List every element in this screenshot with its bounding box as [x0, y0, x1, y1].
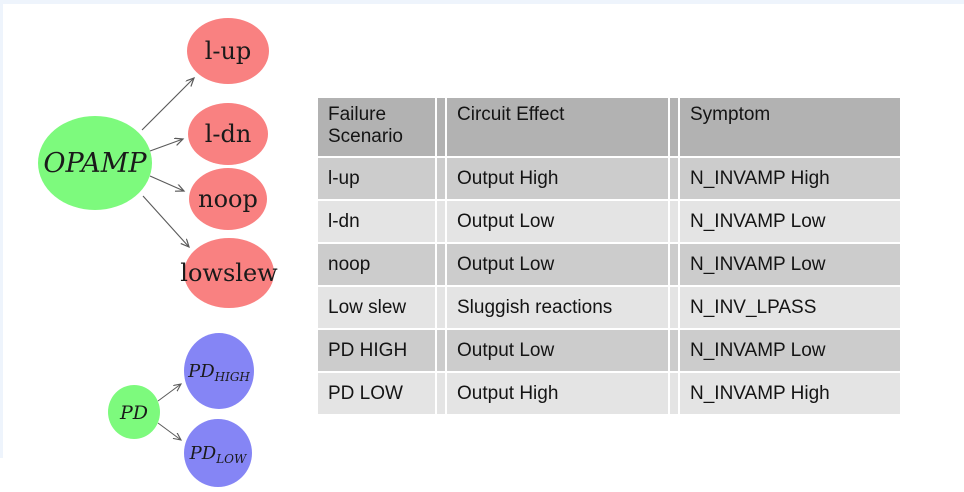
node-pd-low-label: PDLOW [189, 443, 248, 466]
top-edge-strip [0, 0, 964, 4]
node-pd-high [184, 333, 254, 409]
failure-scenario-table: Failure Scenario Circuit Effect Symptom … [316, 96, 902, 416]
table-row: l-dn Output Low N_INVAMP Low [318, 201, 900, 242]
node-l-up [187, 18, 269, 84]
cell-effect: Output Low [447, 244, 668, 285]
cell-symptom: N_INVAMP High [680, 373, 900, 414]
cell-spacer [670, 287, 678, 328]
header-failure-scenario: Failure Scenario [318, 98, 435, 156]
node-opamp-label: OPAMP [43, 148, 147, 179]
cell-scenario: PD HIGH [318, 330, 435, 371]
arrow-opamp-noop [149, 175, 184, 191]
node-pd [108, 385, 160, 439]
arrow-opamp-ldn [149, 139, 183, 152]
cell-scenario: l-up [318, 158, 435, 199]
pd-high-subscript: HIGH [214, 370, 251, 384]
node-noop-label: noop [198, 185, 258, 213]
node-lowslew-label: lowslew [180, 259, 278, 287]
cell-symptom: N_INVAMP Low [680, 201, 900, 242]
cell-scenario: PD LOW [318, 373, 435, 414]
table-row: Low slew Sluggish reactions N_INV_LPASS [318, 287, 900, 328]
cell-scenario: l-dn [318, 201, 435, 242]
cell-effect: Output Low [447, 330, 668, 371]
node-l-dn [188, 103, 268, 165]
table-header-row: Failure Scenario Circuit Effect Symptom [318, 98, 900, 156]
node-pd-high-label: PDHIGH [187, 361, 250, 384]
header-symptom: Symptom [680, 98, 900, 156]
node-noop [189, 168, 267, 230]
pd-tree-arrows [157, 384, 181, 440]
cell-spacer [437, 330, 445, 371]
cell-spacer [670, 373, 678, 414]
cell-spacer [670, 330, 678, 371]
table-row: PD HIGH Output Low N_INVAMP Low [318, 330, 900, 371]
node-pd-low [184, 419, 252, 487]
node-l-up-label: l-up [205, 37, 252, 65]
cell-spacer [437, 244, 445, 285]
table-row: PD LOW Output High N_INVAMP High [318, 373, 900, 414]
cell-scenario: noop [318, 244, 435, 285]
arrow-pd-pdlow [157, 422, 181, 440]
cell-spacer [670, 158, 678, 199]
node-lowslew [184, 238, 274, 308]
node-l-dn-label: l-dn [205, 120, 252, 148]
header-spacer-2 [670, 98, 678, 156]
node-opamp [38, 116, 152, 210]
cell-spacer [670, 244, 678, 285]
cell-effect: Sluggish reactions [447, 287, 668, 328]
pd-low-main: PD [189, 443, 217, 464]
table-row: l-up Output High N_INVAMP High [318, 158, 900, 199]
header-spacer-1 [437, 98, 445, 156]
cell-effect: Output High [447, 373, 668, 414]
cell-effect: Output Low [447, 201, 668, 242]
arrow-pd-pdhigh [157, 384, 181, 402]
cell-effect: Output High [447, 158, 668, 199]
cell-symptom: N_INVAMP Low [680, 330, 900, 371]
fault-tree-diagram: OPAMP l-up l-dn noop lowslew PD PDHIGH P… [38, 18, 278, 487]
cell-spacer [437, 287, 445, 328]
arrow-opamp-lup [141, 78, 194, 131]
pd-low-subscript: LOW [215, 452, 248, 466]
pd-high-main: PD [187, 361, 215, 382]
arrow-opamp-lowslew [142, 195, 189, 247]
cell-spacer [437, 201, 445, 242]
header-circuit-effect: Circuit Effect [447, 98, 668, 156]
node-pd-label: PD [119, 402, 148, 424]
opamp-tree-arrows [141, 78, 194, 247]
cell-symptom: N_INVAMP Low [680, 244, 900, 285]
cell-spacer [670, 201, 678, 242]
cell-scenario: Low slew [318, 287, 435, 328]
cell-spacer [437, 373, 445, 414]
left-edge-strip [0, 0, 3, 458]
cell-symptom: N_INV_LPASS [680, 287, 900, 328]
cell-symptom: N_INVAMP High [680, 158, 900, 199]
cell-spacer [437, 158, 445, 199]
table-row: noop Output Low N_INVAMP Low [318, 244, 900, 285]
